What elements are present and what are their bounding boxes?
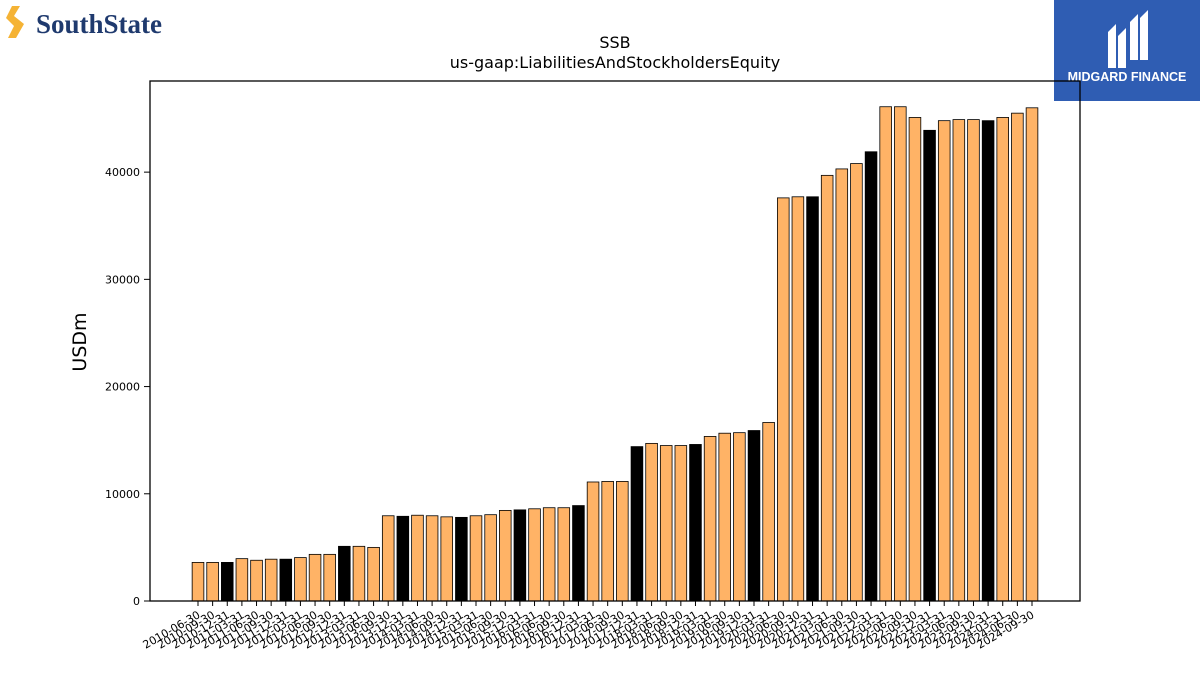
bar-2014-06-30 <box>425 515 439 602</box>
y-tick-label: 20000 <box>105 381 140 394</box>
bar-2019-09-30 <box>733 432 746 602</box>
bar-2014-03-31 <box>411 514 424 602</box>
bar-2022-09-30 <box>908 117 922 602</box>
bar-2019-06-30 <box>718 432 731 602</box>
bar-2020-06-30 <box>777 197 790 602</box>
midgard-logo-text: MIDGARD FINANCE <box>1068 70 1187 84</box>
y-axis-label: USDm <box>69 312 91 371</box>
bar-2015-12-31 <box>513 509 527 602</box>
bar-2017-03-31 <box>586 481 600 602</box>
bar-2021-06-30 <box>835 168 849 602</box>
bars-group <box>191 106 1039 602</box>
bar-2018-12-31 <box>689 444 702 602</box>
bar-2022-12-31 <box>923 129 936 602</box>
bar-2014-09-30 <box>440 516 453 602</box>
bar-2014-12-31 <box>455 516 468 602</box>
y-tick-label: 0 <box>133 595 140 608</box>
bar-2011-12-31 <box>279 558 293 602</box>
bar-2020-03-31 <box>762 422 775 602</box>
bar-2023-12-31 <box>981 120 995 602</box>
bar-2021-03-31 <box>820 174 834 602</box>
y-tick-label: 10000 <box>105 488 140 501</box>
bar-2012-03-31 <box>294 557 307 602</box>
bar-2024-09-30 <box>1025 107 1039 602</box>
bar-2010-06-30 <box>191 562 205 602</box>
bar-2011-03-31 <box>235 558 249 602</box>
bar-2020-12-31 <box>806 196 819 602</box>
bar-2021-09-30 <box>850 163 863 602</box>
bar-2012-06-30 <box>308 553 322 602</box>
midgard-logo: MIDGARD FINANCE <box>1054 0 1200 101</box>
bar-2018-09-30 <box>674 445 688 602</box>
bar-2012-12-31 <box>338 545 351 602</box>
midgard-mark-icon: MIDGARD FINANCE <box>1068 10 1187 84</box>
bar-2010-12-31 <box>221 562 234 602</box>
bar-2013-03-31 <box>352 545 366 602</box>
southstate-logo-text: SouthState <box>36 9 162 39</box>
bar-2024-03-31 <box>996 117 1009 602</box>
bar-2018-03-31 <box>645 442 658 602</box>
chart-title: SSB <box>599 33 630 52</box>
bar-2011-09-30 <box>264 558 278 602</box>
bar-2019-12-31 <box>747 430 761 602</box>
bar-2016-03-31 <box>528 508 541 602</box>
bar-2017-06-30 <box>601 481 614 602</box>
bar-2015-03-31 <box>469 515 483 602</box>
bar-2023-03-31 <box>937 120 951 602</box>
bar-2022-03-31 <box>879 106 892 602</box>
bar-2022-06-30 <box>894 106 907 602</box>
bar-2012-09-30 <box>323 553 336 602</box>
plot-frame <box>149 80 1081 602</box>
bar-2013-09-30 <box>381 515 395 602</box>
bar-2015-09-30 <box>499 509 512 602</box>
southstate-s-icon: SouthState <box>6 6 162 39</box>
bar-2013-06-30 <box>367 546 380 602</box>
bar-2021-12-31 <box>864 151 878 602</box>
bar-2020-09-30 <box>791 196 805 602</box>
bar-2023-06-30 <box>952 119 966 602</box>
chart-subtitle: us-gaap:LiabilitiesAndStockholdersEquity <box>450 53 781 72</box>
bar-2016-09-30 <box>557 507 571 602</box>
y-axis: 0 10000 20000 30000 40000 <box>105 166 150 608</box>
bar-2011-06-30 <box>250 559 263 602</box>
bar-2016-12-31 <box>572 505 585 602</box>
bar-2010-09-30 <box>206 562 219 602</box>
bar-2018-06-30 <box>659 445 673 602</box>
bar-2023-09-30 <box>967 119 980 602</box>
y-tick-label: 30000 <box>105 273 140 286</box>
bar-2019-03-31 <box>703 436 717 602</box>
southstate-logo: SouthState <box>4 4 189 44</box>
bar-2016-06-30 <box>542 507 556 602</box>
y-tick-label: 40000 <box>105 166 140 179</box>
bar-2017-12-31 <box>630 446 644 602</box>
bar-2024-06-30 <box>1011 112 1024 602</box>
bar-2017-09-30 <box>616 481 629 602</box>
x-axis: 2010-06-302010-09-302010-12-312011-03-31… <box>141 601 1037 652</box>
bar-2013-12-31 <box>396 515 410 602</box>
bar-2015-06-30 <box>484 514 497 602</box>
